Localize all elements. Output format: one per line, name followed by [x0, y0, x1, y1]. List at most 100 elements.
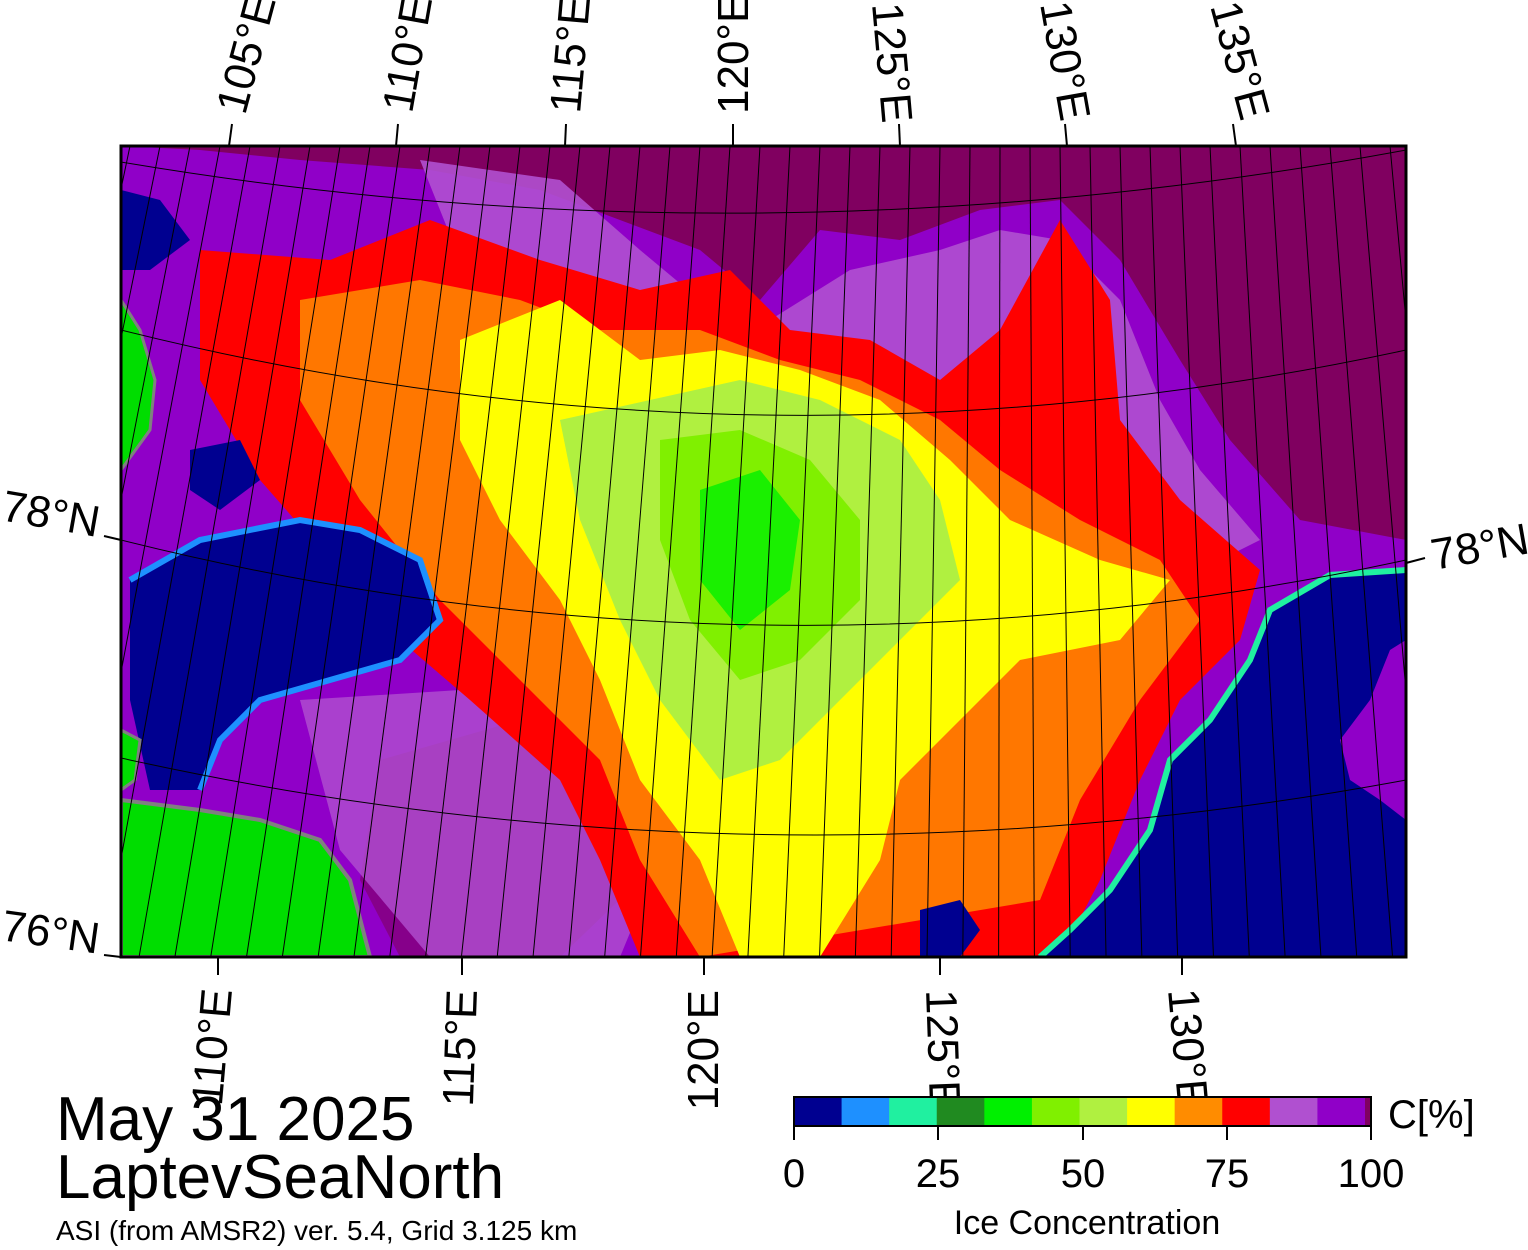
colorbar-tick-100: 100	[1338, 1152, 1405, 1196]
meridian-line	[675, 146, 731, 957]
meridian-line	[532, 146, 611, 957]
bottom-longitude-labels: 110°E 115°E 120°E 125°E 130°E	[183, 987, 1217, 1111]
lon-label-bottom-125: 125°E	[916, 989, 969, 1111]
colorbar-segment	[936, 1097, 985, 1126]
lon-label-bottom-120: 120°E	[679, 990, 728, 1110]
lon-label-top-135: 135°E	[1200, 0, 1278, 125]
meridian-line	[1359, 146, 1406, 698]
map-frame	[119, 144, 1408, 959]
lon-label-bottom-110: 110°E	[183, 987, 242, 1108]
meridian-line	[317, 146, 431, 957]
meridian-line	[121, 146, 131, 192]
meridian-line	[389, 146, 491, 957]
lon-label-top-125: 125°E	[862, 1, 921, 125]
colorbar-segment	[889, 1097, 938, 1126]
colorbar-title: Ice Concentration	[954, 1204, 1221, 1242]
meridian-line	[353, 146, 461, 957]
meridian-line	[281, 146, 401, 957]
meridian-line	[460, 146, 551, 957]
meridian-line	[783, 146, 821, 957]
meridian-line	[926, 146, 941, 957]
high-ice-north	[121, 146, 1406, 540]
meridian-line	[604, 146, 671, 957]
meridian-line	[1269, 146, 1322, 957]
lat-label-left-78: 78°N	[0, 482, 104, 547]
top-longitude-labels: 105°E 110°E 115°E 120°E 125°E 130°E 135°…	[207, 0, 1278, 125]
meridian-line	[1209, 146, 1250, 957]
colorbar-segment	[1031, 1097, 1080, 1126]
meridian-line	[890, 146, 911, 957]
lon-label-bottom-115: 115°E	[434, 989, 487, 1108]
colorbar-segment	[1269, 1097, 1318, 1126]
colorbar-tick-25: 25	[916, 1152, 961, 1196]
meridian-line	[121, 146, 251, 862]
colorbar-segment	[794, 1097, 843, 1126]
colorbar-segment	[1317, 1097, 1366, 1126]
lon-label-top-110: 110°E	[374, 0, 443, 116]
colorbar-segment	[1222, 1097, 1271, 1126]
meridian-line	[210, 146, 341, 957]
meridian-line	[1119, 146, 1143, 957]
lat-label-right-78: 78°N	[1427, 515, 1528, 580]
meridian-line	[854, 146, 881, 957]
meridian-line	[1299, 146, 1358, 957]
lon-label-top-130: 130°E	[1030, 0, 1099, 124]
meridian-line	[138, 146, 281, 957]
region-title: LaptevSeaNorth	[56, 1143, 504, 1212]
meridian-line	[1059, 146, 1071, 957]
meridian-line	[962, 146, 971, 957]
open-water-polynya	[190, 440, 260, 510]
bright-green-ice	[700, 470, 800, 630]
meridian-line	[568, 146, 641, 957]
meridian-line	[1389, 146, 1406, 327]
colorbar-segment	[1079, 1097, 1128, 1126]
meridian-line	[246, 146, 371, 957]
meridian-line	[121, 146, 191, 502]
lon-label-top-120: 120°E	[709, 0, 758, 114]
colorbar-segment	[1127, 1097, 1176, 1126]
date-title: May 31 2025	[56, 1085, 414, 1154]
meridian-line	[496, 146, 581, 957]
colorbar-tick-50: 50	[1061, 1152, 1106, 1196]
ice-edge-fringe-east	[1037, 567, 1406, 957]
lon-label-top-115: 115°E	[541, 0, 600, 115]
colorbar-segment	[1365, 1097, 1371, 1126]
colorbar-ticks	[793, 1126, 1372, 1140]
longitude-lines	[121, 146, 1406, 957]
meridian-line	[747, 146, 791, 957]
meridian-line	[711, 146, 761, 957]
land-taymyr	[121, 797, 373, 957]
lat-label-left-76: 76°N	[0, 901, 103, 963]
colorbar-segment	[841, 1097, 890, 1126]
open-water-west	[130, 520, 440, 790]
meridian-line	[998, 146, 1001, 957]
colorbar-unit: C[%]	[1388, 1093, 1475, 1137]
open-water-south-patch	[920, 900, 980, 957]
ice-edge-fringe-west	[128, 516, 444, 792]
open-water-northwest	[121, 190, 190, 270]
colorbar-tick-0: 0	[783, 1152, 805, 1196]
frame-ticks	[103, 123, 1426, 975]
meridian-line	[819, 146, 851, 957]
meridian-line	[1029, 146, 1035, 957]
land-severnaya-zemlya	[121, 297, 157, 473]
lon-label-bottom-130: 130°E	[1158, 987, 1217, 1111]
meridian-line	[121, 146, 221, 675]
product-caption: ASI (from AMSR2) ver. 5.4, Grid 3.125 km	[56, 1215, 577, 1246]
colorbar-segment	[1174, 1097, 1223, 1126]
meridian-line	[1149, 146, 1179, 957]
latitude-lines	[121, 149, 1406, 836]
colorbar-tick-75: 75	[1205, 1152, 1250, 1196]
meridian-line	[1179, 146, 1214, 957]
meridian-line	[639, 146, 701, 957]
meridian-line	[425, 146, 521, 957]
colorbar-segment	[984, 1097, 1033, 1126]
lon-label-top-105: 105°E	[207, 0, 285, 119]
meridian-line	[174, 146, 311, 957]
meridian-line	[1329, 146, 1394, 957]
meridian-line	[1089, 146, 1107, 957]
colorbar	[794, 1097, 1371, 1126]
meridian-line	[121, 146, 161, 342]
meridian-line	[1239, 146, 1286, 957]
